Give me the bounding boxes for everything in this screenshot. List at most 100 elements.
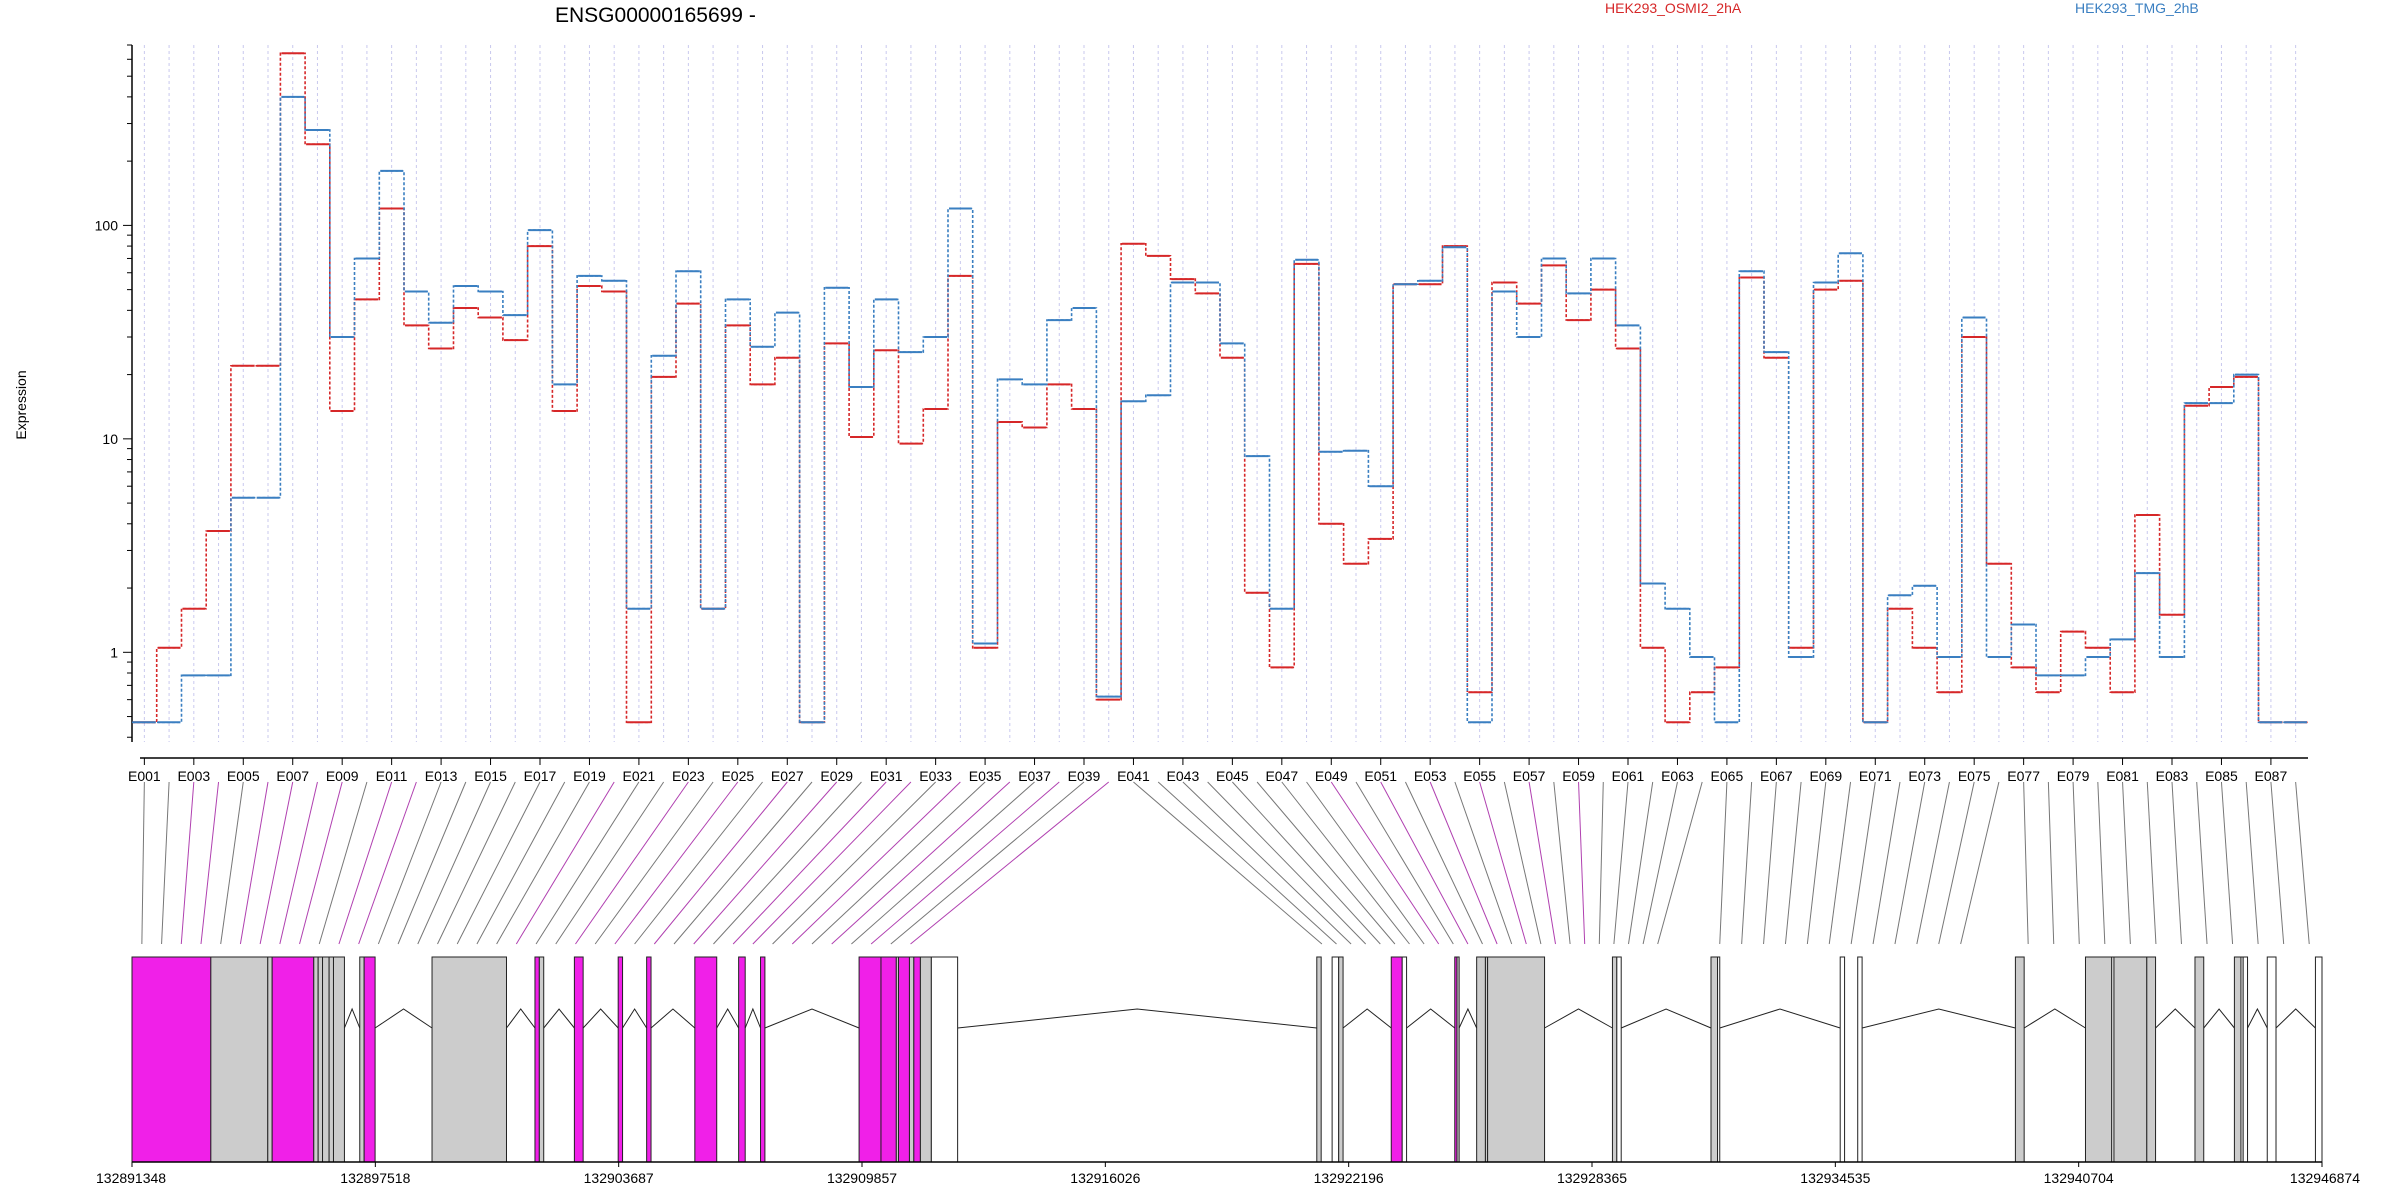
- x-tick-label: E081: [2106, 768, 2139, 784]
- genomic-tick-label: 132928365: [1557, 1170, 1627, 1186]
- exon-block: [1839, 956, 1846, 1163]
- exon-link: [2122, 781, 2131, 945]
- exon-link: [752, 781, 912, 945]
- exon-link: [1719, 781, 1728, 945]
- exon-block: [332, 956, 345, 1163]
- exon-link: [1763, 781, 1777, 945]
- x-tick-label: E075: [1958, 768, 1991, 784]
- exon-link: [1528, 781, 1556, 945]
- exon-link: [1479, 781, 1527, 945]
- exon-links: [141, 781, 2310, 945]
- exon-link: [141, 781, 145, 945]
- series-line: [132, 96, 2308, 724]
- x-tick-label: E033: [919, 768, 952, 784]
- exon-link: [1784, 781, 1802, 945]
- x-tick-label: E041: [1117, 768, 1150, 784]
- x-tick-label: E073: [1908, 768, 1941, 784]
- exon-link: [1628, 781, 1654, 945]
- exon-link: [791, 781, 961, 945]
- exon-block: [908, 956, 915, 1163]
- genomic-tick-label: 132903687: [584, 1170, 654, 1186]
- exon-block: [1616, 956, 1622, 1163]
- exon-block: [328, 956, 334, 1163]
- y-tick-label: 10: [102, 431, 118, 447]
- exon-link: [358, 781, 417, 945]
- exon-block: [880, 956, 897, 1163]
- exon-link: [299, 781, 343, 945]
- y-axis-label: Expression: [13, 370, 29, 439]
- exon-block: [1390, 956, 1403, 1163]
- x-tick-label: E067: [1760, 768, 1793, 784]
- genomic-tick-label: 132891348: [96, 1170, 166, 1186]
- exon-block: [313, 956, 319, 1163]
- exon-block: [2014, 956, 2025, 1163]
- exon-link: [476, 781, 566, 945]
- exon-link: [614, 781, 739, 945]
- genomic-tick-label: 132909857: [827, 1170, 897, 1186]
- exon-link: [496, 781, 590, 945]
- x-tick-label: E035: [969, 768, 1002, 784]
- intron-line: [582, 1008, 619, 1029]
- x-tick-label: E083: [2156, 768, 2189, 784]
- exon-link: [1960, 781, 2000, 945]
- intron-line: [957, 1008, 1317, 1029]
- exon-link: [239, 781, 269, 945]
- exon-block: [2113, 956, 2148, 1163]
- exon-link: [1894, 781, 1926, 945]
- intron-line: [764, 1008, 860, 1029]
- exon-block: [1331, 956, 1340, 1163]
- exon-block: [431, 956, 507, 1163]
- exon-block: [646, 956, 652, 1163]
- exon-link: [1613, 781, 1629, 945]
- y-tick-label: 1: [110, 644, 118, 660]
- exon-link: [2270, 781, 2285, 945]
- exon-block: [534, 956, 540, 1163]
- exon-block: [930, 956, 959, 1163]
- intron-line: [374, 1008, 433, 1029]
- x-tick-label: E045: [1216, 768, 1249, 784]
- intron-line: [2023, 1008, 2086, 1029]
- x-tick-label: E059: [1562, 768, 1595, 784]
- x-tick-label: E063: [1661, 768, 1694, 784]
- x-tick-label: E043: [1167, 768, 1200, 784]
- x-tick-label: E017: [524, 768, 557, 784]
- exon-block: [1710, 956, 1719, 1163]
- exon-link: [1503, 781, 1542, 945]
- genomic-tick-label: 132897518: [340, 1170, 410, 1186]
- exon-link: [259, 781, 294, 945]
- exon-block: [2084, 956, 2113, 1163]
- x-tick-label: E057: [1513, 768, 1546, 784]
- x-axis: E001 E003 E005 E007 E009 E011 E013 E015 E017 E019…: [128, 757, 2308, 784]
- intron-line: [1406, 1008, 1456, 1029]
- exon-link: [870, 781, 1060, 945]
- exon-link: [1133, 781, 1323, 945]
- intron-line: [650, 1008, 696, 1029]
- exon-link: [1256, 781, 1396, 945]
- y-axis: 1 10 100: [95, 44, 133, 742]
- exon-block: [738, 956, 746, 1163]
- grid-lines: [143, 45, 2297, 742]
- x-tick-label: E005: [227, 768, 260, 784]
- intron-line: [2155, 1008, 2196, 1029]
- exon-link: [397, 781, 467, 945]
- x-tick-label: E065: [1711, 768, 1744, 784]
- x-tick-label: E021: [623, 768, 656, 784]
- exon-link: [772, 781, 936, 945]
- x-tick-label: E077: [2007, 768, 2040, 784]
- exon-block: [919, 956, 932, 1163]
- exon-block: [2266, 956, 2277, 1163]
- genomic-tick-label: 132922196: [1314, 1170, 1384, 1186]
- exon-link: [2220, 781, 2234, 945]
- x-tick-label: E001: [128, 768, 161, 784]
- exon-link: [338, 781, 393, 945]
- exon-link: [1355, 781, 1454, 945]
- exon-block: [913, 956, 921, 1163]
- exon-link: [1872, 781, 1901, 945]
- exon-link: [1553, 781, 1571, 945]
- x-tick-label: E037: [1018, 768, 1051, 784]
- exon-block: [694, 956, 718, 1163]
- exon-link: [417, 781, 492, 945]
- exon-link: [1938, 781, 1975, 945]
- exon-link: [1657, 781, 1703, 945]
